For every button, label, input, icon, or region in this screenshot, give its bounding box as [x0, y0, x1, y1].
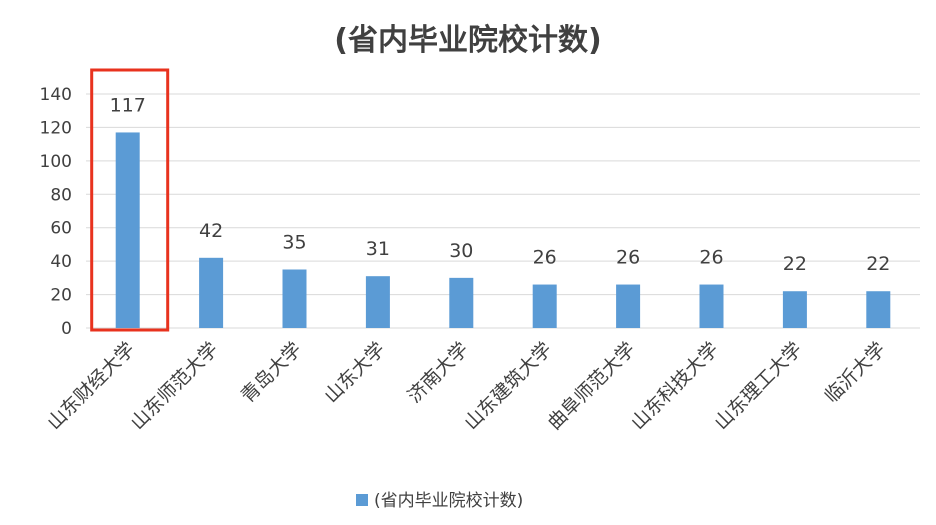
data-label: 42: [199, 220, 223, 242]
legend-swatch: [356, 494, 368, 506]
data-label: 22: [783, 253, 807, 275]
bar: [282, 269, 307, 328]
y-tick-label: 80: [50, 185, 72, 205]
category-label: 曲阜师范大学: [543, 338, 639, 434]
chart-title: (省内毕业院校计数): [334, 23, 601, 58]
data-label: 26: [699, 247, 723, 269]
y-tick-label: 20: [50, 286, 72, 306]
bar: [532, 284, 557, 328]
highlight-box: [90, 68, 170, 332]
bar: [866, 291, 891, 328]
data-label: 22: [866, 253, 890, 275]
category-label: 山东师范大学: [126, 338, 222, 434]
category-label: 山东科技大学: [627, 338, 723, 434]
category-label: 青岛大学: [237, 338, 306, 407]
category-label: 山东建筑大学: [460, 338, 556, 434]
y-axis-ticks: 0 20 40 60 80 100 120 140: [40, 85, 72, 339]
bar: [199, 257, 224, 328]
bar: [616, 284, 641, 328]
category-label: 山东理工大学: [710, 338, 806, 434]
gridlines: [86, 93, 920, 329]
bar: [365, 276, 390, 328]
data-label: 31: [366, 238, 390, 260]
category-label: 临沂大学: [821, 338, 890, 407]
legend: (省内毕业院校计数): [356, 491, 523, 511]
bar: [449, 277, 474, 328]
bar: [699, 284, 724, 328]
data-label: 26: [533, 247, 557, 269]
y-tick-label: 60: [50, 219, 72, 239]
data-label: 26: [616, 247, 640, 269]
legend-label: (省内毕业院校计数): [374, 491, 523, 511]
y-tick-label: 40: [50, 252, 72, 272]
category-label: 济南大学: [404, 338, 473, 407]
bar: [115, 132, 140, 328]
data-label: 35: [282, 232, 306, 254]
data-label: 30: [449, 240, 473, 262]
category-label: 山东大学: [320, 338, 389, 407]
y-tick-label: 120: [40, 118, 72, 138]
category-label: 山东财经大学: [43, 338, 139, 434]
y-tick-label: 140: [40, 85, 72, 105]
data-labels: 117 42 35 31 30 26 26 26 22 22: [110, 94, 891, 275]
data-label: 117: [110, 94, 146, 116]
bars: [115, 132, 891, 328]
bar: [782, 291, 807, 328]
y-tick-label: 0: [61, 319, 72, 339]
y-tick-label: 100: [40, 152, 72, 172]
